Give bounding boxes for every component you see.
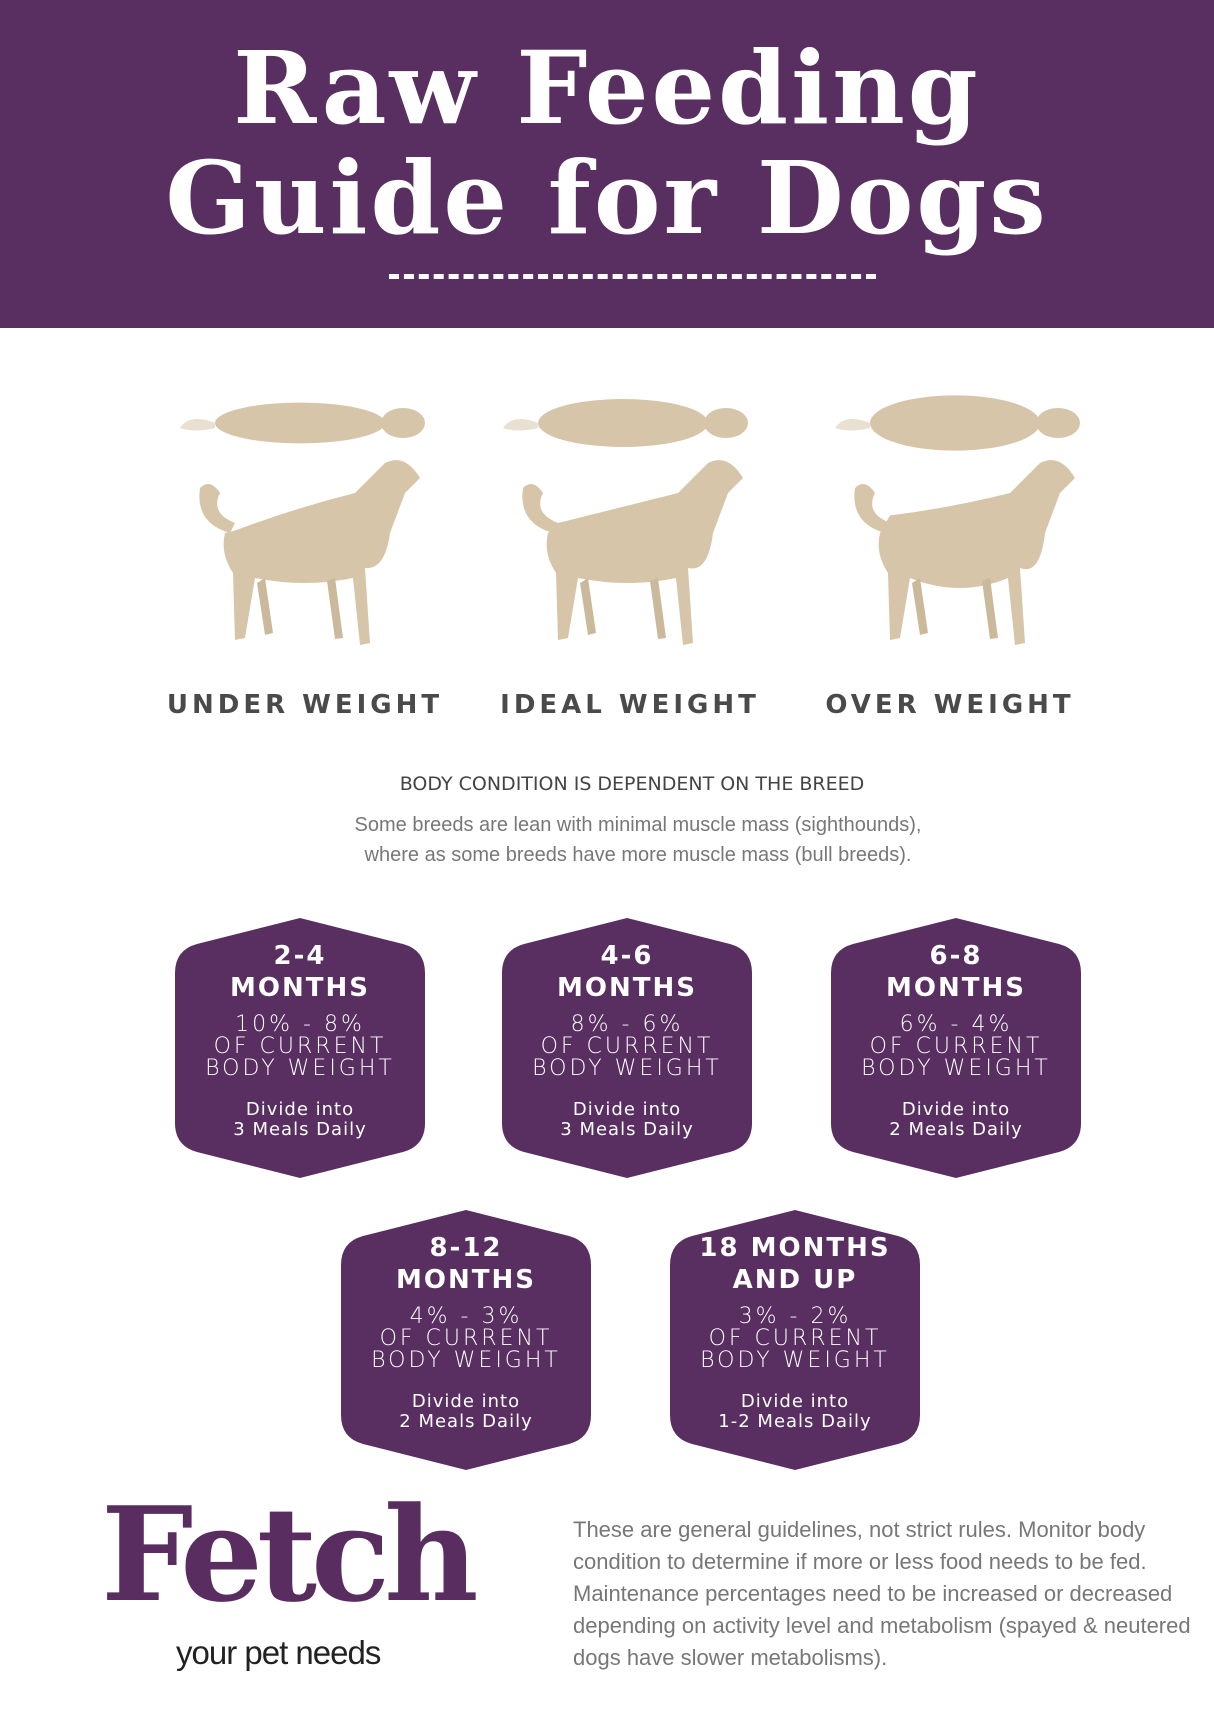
- feeding-card: 18 MONTHS AND UP 3% - 2% OF CURRENT BODY…: [670, 1210, 920, 1470]
- body-weight: BODY WEIGHT: [371, 1348, 561, 1373]
- meals-daily: 1-2 Meals Daily: [718, 1411, 872, 1432]
- card-shape: [502, 918, 752, 1178]
- divide-into: Divide into: [245, 1099, 355, 1120]
- condition-heading: BODY CONDITION IS DEPENDENT ON THE BREED: [399, 773, 865, 795]
- meals-daily: 2 Meals Daily: [399, 1411, 533, 1432]
- feeding-card: 4-6 MONTHS 8% - 6% OF CURRENT BODY WEIGH…: [502, 918, 752, 1178]
- divide-into: Divide into: [411, 1391, 521, 1412]
- dog-overweight-illustration: [835, 395, 1080, 645]
- age-range: 6-8: [929, 941, 983, 971]
- dashed-divider: [389, 274, 876, 279]
- body-weight: BODY WEIGHT: [205, 1056, 395, 1081]
- age-range: 4-6: [600, 941, 654, 971]
- percent-range: 8% - 6%: [570, 1012, 684, 1037]
- card-shape: [341, 1210, 591, 1470]
- feeding-card: 2-4 MONTHS 10% - 8% OF CURRENT BODY WEIG…: [175, 918, 425, 1178]
- percent-range: 10% - 8%: [235, 1012, 365, 1037]
- age-unit: MONTHS: [396, 1265, 536, 1295]
- dog-underweight-illustration: [180, 402, 425, 645]
- fetch-logo: Fetch: [101, 1478, 479, 1631]
- of-current: OF CURRENT: [869, 1034, 1043, 1059]
- weight-label: OVER WEIGHT: [825, 690, 1075, 720]
- weight-label: UNDER WEIGHT: [166, 690, 444, 720]
- age-range: 18 MONTHS: [699, 1233, 891, 1263]
- meals-daily: 3 Meals Daily: [560, 1119, 694, 1140]
- body-weight: BODY WEIGHT: [861, 1056, 1051, 1081]
- of-current: OF CURRENT: [540, 1034, 714, 1059]
- weight-label: IDEAL WEIGHT: [500, 690, 760, 720]
- body-weight: BODY WEIGHT: [700, 1348, 890, 1373]
- age-unit: AND UP: [732, 1265, 858, 1295]
- percent-range: 6% - 4%: [899, 1012, 1013, 1037]
- title-line-1: Raw Feeding: [233, 29, 981, 147]
- condition-text-line-1: Some breeds are lean with minimal muscle…: [354, 814, 922, 836]
- logo-tagline: your pet needs: [176, 1634, 381, 1671]
- age-unit: MONTHS: [557, 973, 697, 1003]
- divide-into: Divide into: [740, 1391, 850, 1412]
- percent-range: 4% - 3%: [409, 1304, 523, 1329]
- age-unit: MONTHS: [886, 973, 1026, 1003]
- age-unit: MONTHS: [230, 973, 370, 1003]
- age-range: 8-12: [429, 1233, 503, 1263]
- card-shape: [175, 918, 425, 1178]
- guidelines-note: These are general guidelines, not strict…: [573, 1517, 1191, 1670]
- divide-into: Divide into: [572, 1099, 682, 1120]
- feeding-card: 8-12 MONTHS 4% - 3% OF CURRENT BODY WEIG…: [341, 1210, 591, 1470]
- of-current: OF CURRENT: [379, 1326, 553, 1351]
- of-current: OF CURRENT: [708, 1326, 882, 1351]
- body-weight: BODY WEIGHT: [532, 1056, 722, 1081]
- title-line-2: Guide for Dogs: [165, 139, 1049, 257]
- age-range: 2-4: [273, 941, 327, 971]
- divide-into: Divide into: [901, 1099, 1011, 1120]
- card-shape: [831, 918, 1081, 1178]
- condition-text-line-2: where as some breeds have more muscle ma…: [364, 844, 912, 866]
- meals-daily: 2 Meals Daily: [889, 1119, 1023, 1140]
- percent-range: 3% - 2%: [738, 1304, 852, 1329]
- dog-ideal-weight-illustration: [503, 399, 748, 645]
- card-shape: [670, 1210, 920, 1470]
- header-banner: Raw Feeding Guide for Dogs: [0, 0, 1214, 328]
- of-current: OF CURRENT: [213, 1034, 387, 1059]
- meals-daily: 3 Meals Daily: [233, 1119, 367, 1140]
- feeding-card: 6-8 MONTHS 6% - 4% OF CURRENT BODY WEIGH…: [831, 918, 1081, 1178]
